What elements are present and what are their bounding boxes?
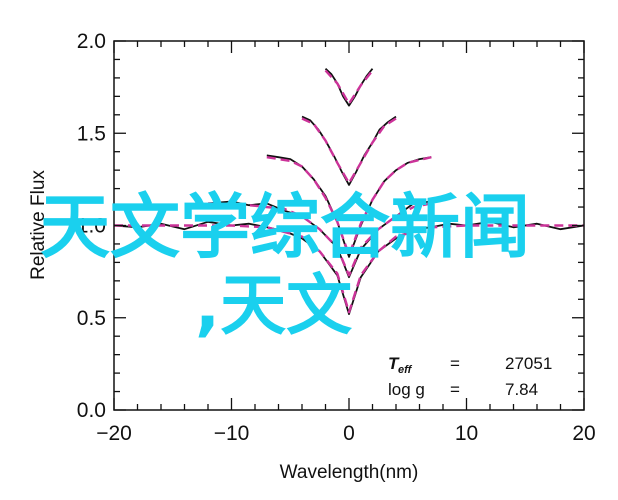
- x-tick-label: 0: [343, 422, 355, 445]
- y-tick-label: 1.0: [77, 215, 106, 238]
- model-line-0: [114, 224, 584, 314]
- x-axis-title: Wavelength(nm): [280, 462, 419, 483]
- logg-label: log g: [388, 380, 425, 399]
- model-line-1: [207, 202, 432, 277]
- watermark-line-2: ,天文: [195, 267, 352, 344]
- y-tick-label: 1.5: [77, 122, 106, 145]
- x-tick-label: 20: [572, 422, 595, 445]
- logg-value: 7.84: [505, 380, 538, 399]
- teff-equals: =: [450, 354, 460, 373]
- y-tick-label: 0.0: [77, 399, 106, 422]
- watermark-line-1: 天文学综合新闻: [40, 186, 530, 268]
- model-line-3: [301, 117, 397, 185]
- y-tick-label: 0.5: [77, 307, 106, 330]
- tick-layer: −20 −10 0 10 20 0.0 0.5 1.0 1.5 2.0: [77, 30, 596, 445]
- x-tick-label: −20: [96, 422, 132, 445]
- series-layer: [113, 68, 585, 316]
- teff-subscript: eff: [398, 364, 413, 376]
- x-tick-label: 10: [455, 422, 478, 445]
- x-tick-label: −10: [214, 422, 250, 445]
- observed-line-4: [324, 68, 374, 107]
- teff-value: 27051: [505, 354, 552, 373]
- y-axis-title: Relative Flux: [28, 170, 49, 280]
- parameter-annotation: T eff = 27051 log g = 7.84: [388, 354, 552, 399]
- y-tick-label: 2.0: [77, 30, 106, 53]
- model-line-2: [266, 156, 432, 257]
- observed-line-0: [113, 220, 585, 316]
- logg-equals: =: [450, 380, 460, 399]
- watermark: 天文学综合新闻 ,天文: [40, 186, 530, 344]
- teff-label: T: [388, 354, 400, 373]
